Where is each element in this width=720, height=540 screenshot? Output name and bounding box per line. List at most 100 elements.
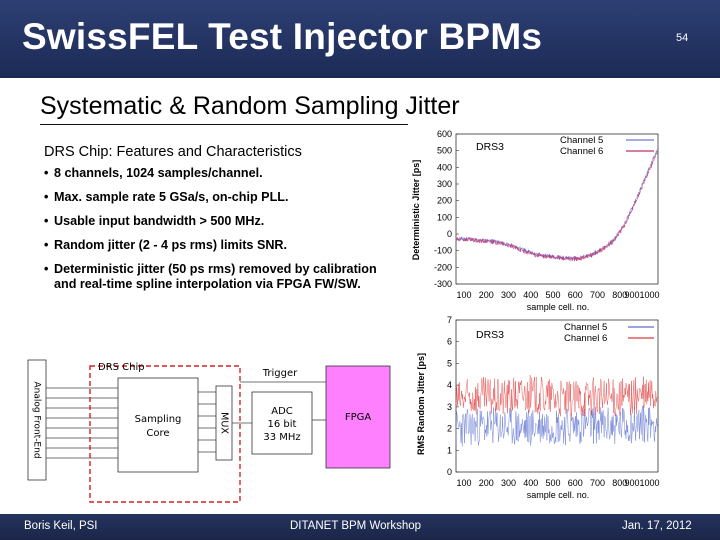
- x-tick-label: 700: [590, 290, 605, 300]
- analog-front-end-label: Analog Front-End: [32, 381, 42, 458]
- footer-event: DITANET BPM Workshop: [290, 520, 422, 532]
- x-tick-label: 700: [590, 478, 605, 488]
- y-tick-label: -200: [434, 262, 452, 272]
- series-lines: [455, 148, 658, 262]
- x-tick-label: 100: [456, 478, 471, 488]
- x-tick-label: 400: [523, 478, 538, 488]
- bullet-text: 8 channels, 1024 samples/channel.: [54, 166, 263, 180]
- features-list: • 8 channels, 1024 samples/channel. • Max.…: [44, 166, 394, 301]
- sampling-core-label-2: Core: [146, 428, 169, 439]
- bullet-marker: •: [44, 190, 49, 204]
- slide-title: SwissFEL Test Injector BPMs: [22, 16, 543, 57]
- list-item: • Max. sample rate 5 GSa/s, on-chip PLL.: [44, 190, 394, 205]
- x-axis-label: sample cell. no.: [527, 490, 590, 500]
- list-item: • Deterministic jitter (50 ps rms) remove…: [44, 262, 394, 292]
- x-tick-label: 300: [501, 478, 516, 488]
- x-tick-label: 100: [456, 290, 471, 300]
- series-line: [455, 405, 658, 447]
- bullet-text: Max. sample rate 5 GSa/s, on-chip PLL.: [54, 190, 289, 204]
- y-axis-ticks: 600 500 400 300 200 100 0 -100 -200 -300: [434, 129, 459, 289]
- slide-number: 54: [676, 32, 689, 44]
- y-tick-label: -300: [434, 279, 452, 289]
- bullet-marker: •: [44, 238, 49, 252]
- x-tick-label: 9001000: [624, 290, 659, 300]
- bullet-text: Usable input bandwidth > 500 MHz.: [54, 214, 265, 228]
- mux-label: MUX: [219, 412, 230, 434]
- y-tick-label: 2: [447, 424, 452, 434]
- x-tick-label: 600: [568, 478, 583, 488]
- adc-label-3: 33 MHz: [263, 432, 300, 443]
- analog-front-end-block: [27, 359, 47, 481]
- legend-entry-ch5: Channel 5: [564, 322, 607, 333]
- bullet-marker: •: [44, 166, 49, 180]
- y-tick-label: 600: [437, 129, 452, 139]
- series-line: [455, 375, 658, 418]
- y-axis-ticks: 7 6 5 4 3 2 1 0: [447, 315, 459, 477]
- y-tick-label: 400: [437, 162, 452, 172]
- y-tick-label: 500: [437, 146, 452, 156]
- core-mux-lines: [198, 391, 216, 453]
- legend-entry-ch6: Channel 6: [560, 146, 603, 157]
- y-axis-label: Deterministic Jitter [ps]: [411, 160, 421, 261]
- y-tick-label: 7: [447, 315, 452, 325]
- drs-block-diagram: Analog Front-End Sampling Core MUX DRS C…: [27, 359, 391, 503]
- x-tick-label: 200: [479, 478, 494, 488]
- x-tick-label: 800: [612, 478, 627, 488]
- y-tick-label: 4: [447, 380, 452, 390]
- series-lines: [455, 375, 658, 447]
- y-tick-label: 5: [447, 358, 452, 368]
- list-item: • Usable input bandwidth > 500 MHz.: [44, 214, 394, 229]
- y-tick-label: 300: [437, 179, 452, 189]
- bullet-text: Random jitter (2 - 4 ps rms) limits SNR.: [54, 238, 288, 252]
- list-item: • 8 channels, 1024 samples/channel.: [44, 166, 394, 181]
- bullet-marker: •: [44, 262, 49, 276]
- footer-bar: [0, 514, 720, 540]
- x-tick-label: 500: [545, 478, 560, 488]
- sampling-core-block: [117, 377, 199, 473]
- x-axis-label: sample cell. no.: [527, 302, 590, 312]
- x-tick-label: 600: [568, 290, 583, 300]
- footer-date: Jan. 17, 2012: [622, 520, 692, 532]
- legend-entry-ch5: Channel 5: [560, 135, 603, 146]
- features-heading: DRS Chip: Features and Characteristics: [44, 144, 302, 160]
- title-bar: [0, 0, 720, 78]
- deterministic-jitter-chart: 600 500 400 300 200 100 0 -100 -200 -300 100 200 30…: [411, 129, 660, 312]
- chart-annotation: DRS3: [476, 141, 504, 153]
- fpga-label: FPGA: [345, 412, 372, 423]
- adc-label-1: ADC: [271, 406, 293, 417]
- sampling-core-label-1: Sampling: [135, 414, 182, 425]
- adc-block: [251, 391, 313, 455]
- legend-entry-ch6: Channel 6: [564, 333, 607, 344]
- y-tick-label: 3: [447, 402, 452, 412]
- trigger-label: Trigger: [262, 368, 298, 379]
- subtitle-underline: [40, 124, 408, 125]
- slide-subtitle: Systematic & Random Sampling Jitter: [40, 92, 460, 120]
- y-tick-label: -100: [434, 246, 452, 256]
- x-tick-label: 9001000: [624, 478, 659, 488]
- x-tick-label: 300: [501, 290, 516, 300]
- x-tick-label: 800: [612, 290, 627, 300]
- bullet-text: Deterministic jitter (50 ps rms) removed…: [54, 262, 377, 291]
- x-tick-label: 200: [479, 290, 494, 300]
- bullet-marker: •: [44, 214, 49, 228]
- y-tick-label: 0: [447, 467, 452, 477]
- y-axis-label: RMS Random Jitter [ps]: [416, 353, 426, 455]
- drs-chip-label: DRS Chip: [98, 362, 145, 373]
- fpga-block: [325, 365, 391, 469]
- series-line: [455, 150, 658, 262]
- y-tick-label: 6: [447, 337, 452, 347]
- footer-author: Boris Keil, PSI: [24, 520, 98, 532]
- channel-lines: [46, 387, 118, 459]
- y-tick-label: 1: [447, 445, 452, 455]
- y-tick-label: 100: [437, 212, 452, 222]
- plot-frame: [455, 133, 659, 285]
- x-tick-label: 500: [545, 290, 560, 300]
- chart-annotation: DRS3: [476, 329, 504, 341]
- y-tick-label: 0: [447, 229, 452, 239]
- random-jitter-chart: 7 6 5 4 3 2 1 0 100 200 300 400 500 600 700 8009001000…: [416, 315, 660, 500]
- drs-chip-outline: [89, 365, 241, 503]
- x-tick-label: 400: [523, 290, 538, 300]
- y-tick-label: 200: [437, 196, 452, 206]
